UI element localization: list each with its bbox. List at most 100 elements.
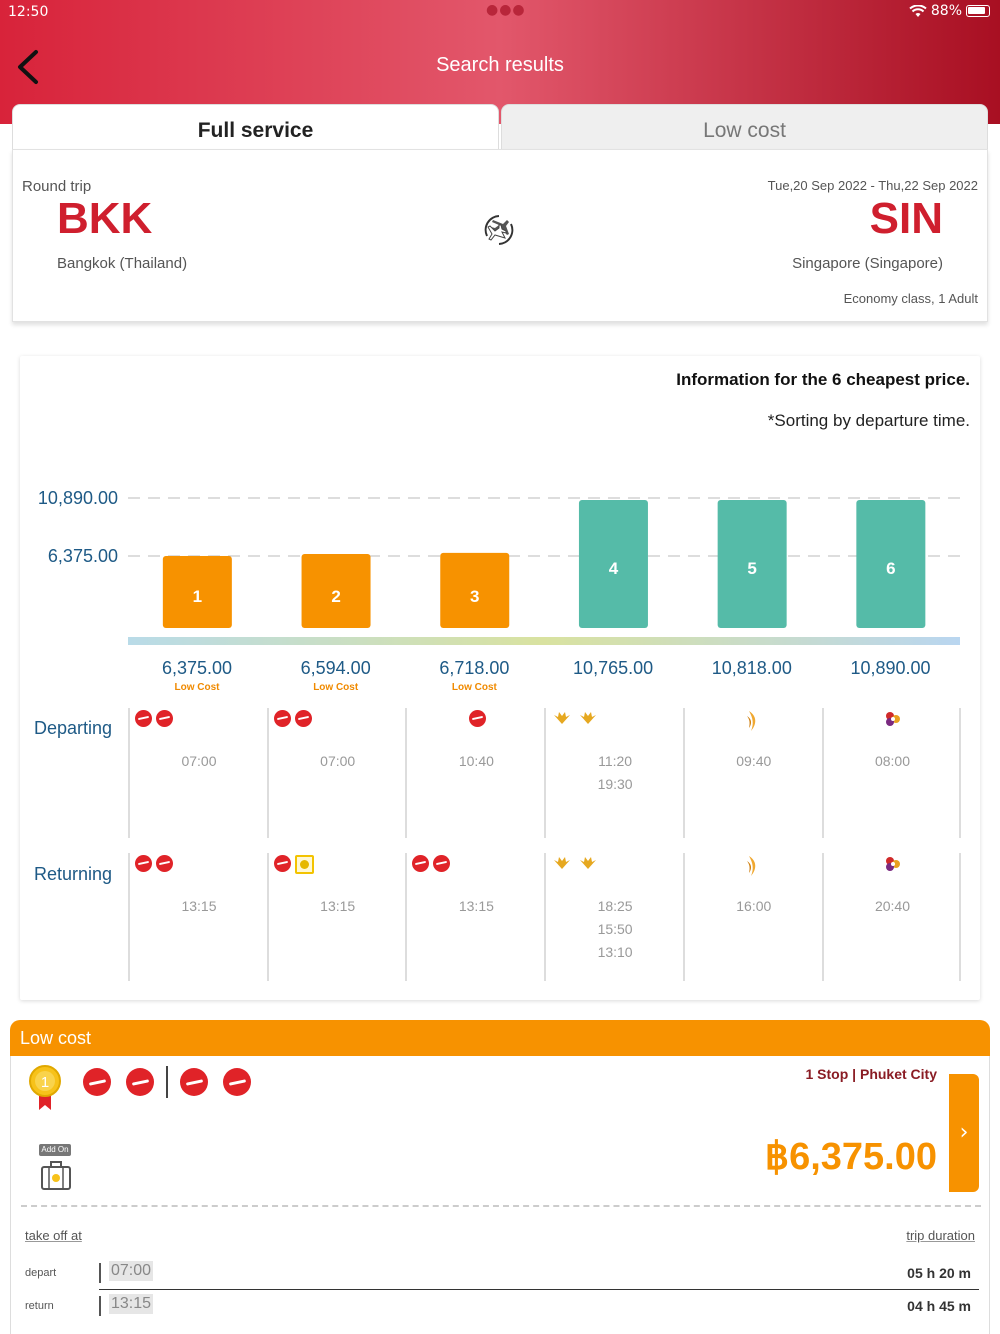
flight-option-cell[interactable]: 13:15 [266,853,407,981]
depart-time: 07:00 [109,1261,154,1281]
bar-rank-label: 1 [193,587,202,606]
bar-rank-label: 4 [609,559,619,578]
leg-marker [99,1296,101,1316]
tab-low-cost[interactable]: Low cost [501,104,988,150]
airasia-logo [83,1068,111,1096]
price-value: 10,818.00 [711,658,792,678]
airasia-logo [156,855,173,872]
fare-type-tag: Low Cost [451,682,497,693]
flight-time: 13:15 [320,898,356,914]
price-label: 6,594.00 Low Cost [267,658,405,693]
airasia-logo [223,1068,251,1096]
bar-rank-label: 2 [331,587,340,606]
flight-option-cell[interactable]: 20:40 [821,853,962,981]
airline-logos [884,710,902,732]
medal-rank: 1 [41,1074,49,1091]
airasia-logo [273,710,291,727]
addon-luggage[interactable]: Add On [39,1144,73,1192]
price-value: 6,718.00 [439,658,510,678]
orchid-logo [884,710,902,732]
lotus-logo [551,710,573,729]
airasia-logo [156,710,173,727]
chart-bar[interactable] [578,500,648,628]
airline-logos [745,710,761,736]
flight-time: 11:20 [598,753,633,769]
airasia-logo [135,710,152,727]
flight-time: 08:00 [874,753,911,769]
price-labels: 6,375.00 Low Cost 6,594.00 Low Cost 6,718.00… [128,658,960,702]
flight-time: 19:30 [597,776,633,792]
page-title: Search results [436,54,564,76]
flight-times: 08:00 [824,750,962,773]
airline-logos [273,855,314,874]
price-value: 10,765.00 [573,658,654,678]
chart-bar[interactable] [162,556,232,628]
fare-type-tag: Low Cost [174,682,220,693]
trip-summary-card: Round trip BKK Bangkok (Thailand) Tue,20… [12,149,988,322]
luggage-icon [41,1161,71,1190]
y-tick-label: 6,375.00 [48,546,118,566]
flight-option-cell[interactable]: 16:00 [682,853,823,981]
airasia-logo [412,855,430,872]
flight-time: 13:10 [597,944,633,960]
destination-city: Singapore (Singapore) [792,255,943,272]
result-section-title: Low cost [10,1020,990,1056]
airasia-logo [433,855,451,872]
flight-option-cell[interactable]: 08:00 [821,708,962,838]
chevron-left-icon[interactable] [14,44,54,90]
flight-option-cell[interactable]: 11:20 19:30 [544,708,683,838]
flight-option-cell[interactable]: 07:00 [266,708,406,838]
flight-time: 18:25 [597,898,633,914]
fare-type-tag: Low Cost [313,682,359,693]
multitask-dots-icon[interactable]: ●●● [486,2,526,18]
bar-rank-label: 5 [747,559,756,578]
flight-times: 16:00 [685,895,823,918]
flight-times: 18:25 15:50 13:10 [546,895,684,964]
return-label: return [25,1300,54,1312]
chart-bar[interactable] [717,500,787,628]
chart-title: Information for the 6 cheapest price. [676,370,970,389]
lotus-logo [577,855,599,874]
chart-subtitle: *Sorting by departure time. [767,411,970,430]
price-value: 6,375.00 [161,658,233,678]
airline-logos [884,855,902,877]
tab-full-service[interactable]: Full service [12,104,499,150]
price-label: 10,890.00 [822,658,960,679]
stops-info: 1 Stop | Phuket City [805,1066,938,1082]
travel-dates: Tue,20 Sep 2022 - Thu,22 Sep 2022 [767,178,978,193]
airline-logos [551,855,599,874]
status-indicators: 88% [909,3,990,19]
battery-icon [966,5,990,17]
flight-option-cell[interactable]: 10:40 [405,708,544,838]
airasia-logo [294,710,312,727]
leg-separator [166,1066,168,1098]
flight-times: 13:15 [130,895,268,918]
chevron-right-icon[interactable]: › [949,1074,979,1192]
flight-option-cell[interactable]: 09:40 [682,708,822,838]
flight-option-cell[interactable]: 13:15 [128,853,267,981]
price-value: 6,594.00 [300,658,371,678]
flight-time: 15:50 [597,921,633,937]
flight-option-cell[interactable]: 07:00 [128,708,267,838]
flight-option-cell[interactable]: 13:15 [405,853,544,981]
chart-bar[interactable] [440,552,510,628]
addon-label: Add On [39,1144,71,1156]
chart-bar[interactable] [856,500,926,628]
flight-result-card[interactable]: 1 1 Stop | Phuket City ฿6,375.00 › Add O… [10,1056,990,1334]
leg-divider [99,1289,979,1290]
airline-logos [412,855,451,872]
flight-time: 07:00 [181,753,217,769]
chart-bar[interactable] [301,554,371,628]
flight-time: 20:40 [874,898,911,914]
flight-time: 13:15 [181,898,217,914]
return-time: 13:15 [109,1294,154,1314]
destination-code: SIN [869,194,943,243]
flight-times: 20:40 [824,895,962,918]
flight-option-cell[interactable]: 18:25 15:50 13:10 [544,853,683,981]
returning-label: Returning [34,864,113,884]
orchid-logo [884,855,902,877]
flight-time: 10:40 [458,753,494,769]
wifi-icon [909,4,927,17]
flight-times: 13:15 [269,895,407,918]
lotus-logo [577,710,599,729]
